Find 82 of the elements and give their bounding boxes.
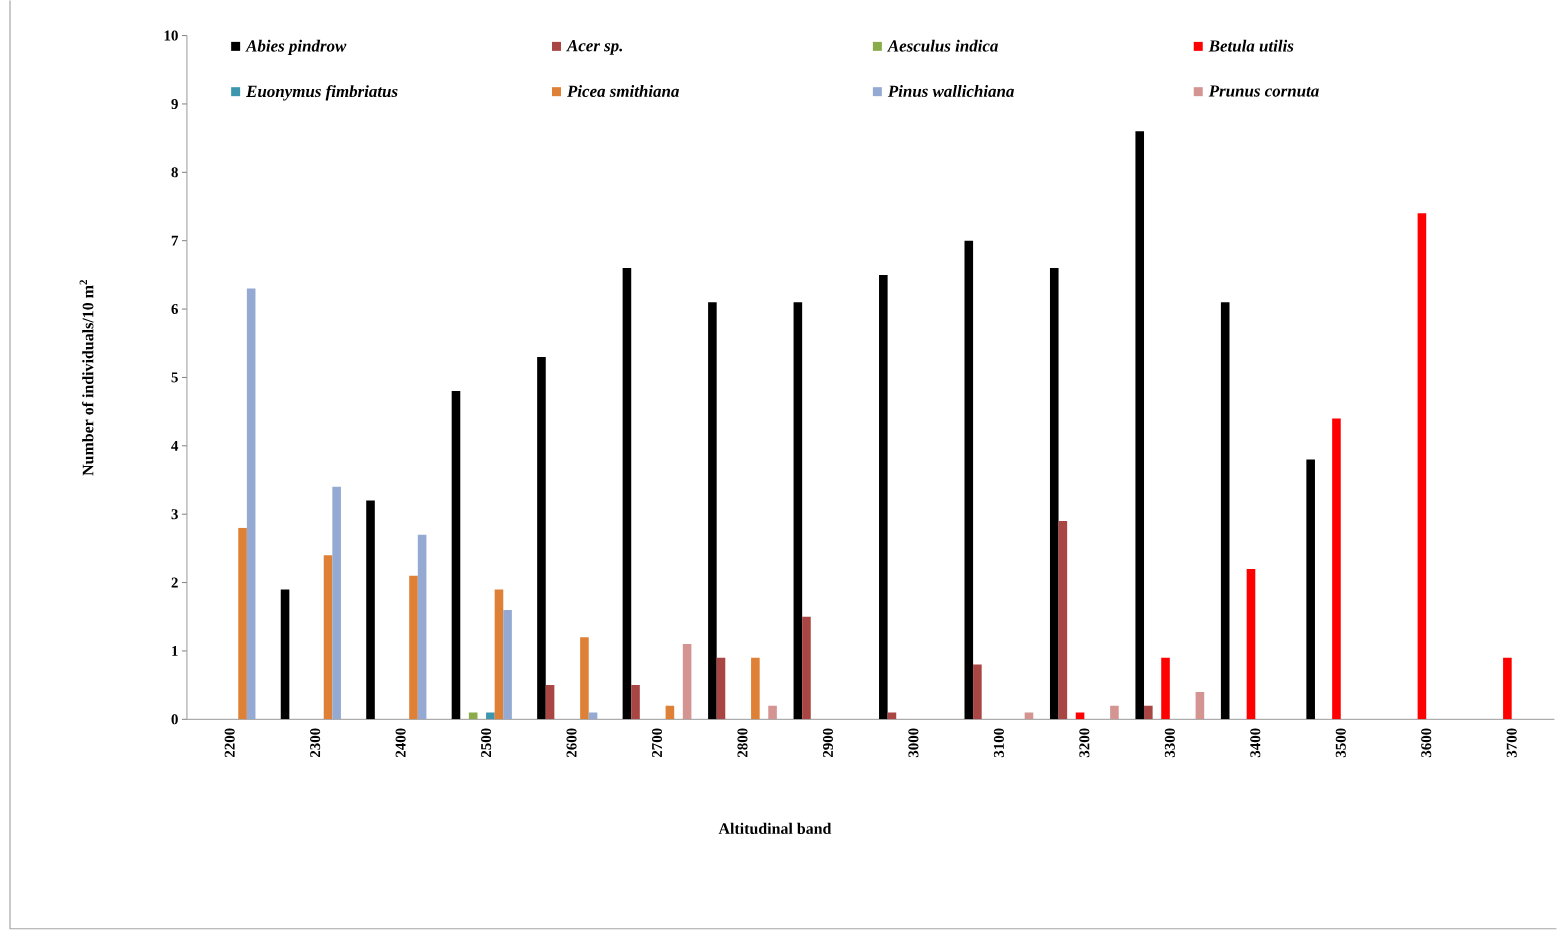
x-tick-label: 2300 — [310, 728, 321, 757]
bar — [793, 302, 803, 720]
bar — [879, 274, 888, 720]
bar — [716, 657, 726, 720]
bar — [588, 712, 598, 720]
bar — [1161, 657, 1170, 720]
legend-label: Pinus wallichiana — [887, 84, 1014, 97]
y-tick-label: 2 — [171, 577, 178, 588]
legend-label: Betula utilis — [1208, 39, 1294, 52]
x-tick-label: 3000 — [908, 728, 919, 758]
bar — [1058, 520, 1068, 720]
bar — [366, 500, 375, 720]
legend-label: Abies pindrow — [245, 39, 347, 55]
bar — [451, 391, 461, 720]
bar — [631, 685, 640, 720]
bar — [768, 705, 777, 720]
x-tick-label: 2800 — [737, 728, 748, 757]
bar — [1246, 568, 1256, 720]
y-tick-label: 3 — [171, 509, 178, 520]
bar — [503, 609, 512, 720]
bar — [1075, 712, 1085, 720]
bar — [580, 637, 589, 720]
y-tick-label: 1 — [172, 645, 178, 656]
y-tick-label: 9 — [171, 98, 178, 109]
bar — [494, 589, 504, 720]
y-tick-label: 7 — [171, 235, 179, 246]
bar — [1306, 459, 1315, 720]
y-tick-label: 0 — [171, 714, 178, 725]
legend-label: Picea smithiana — [566, 84, 679, 97]
bar — [1195, 691, 1205, 720]
x-tick-label: 3400 — [1250, 728, 1261, 758]
x-tick-label: 3300 — [1164, 728, 1175, 758]
x-tick-label: 3600 — [1421, 728, 1432, 758]
bar — [1332, 418, 1341, 720]
legend-label: Prunus cornuta — [1208, 85, 1319, 97]
bar — [409, 575, 418, 720]
x-tick-label: 2700 — [651, 728, 663, 757]
y-axis-title: Number of individuals/10 m$^{2}$ — [79, 279, 94, 476]
x-tick-label: 2400 — [395, 728, 406, 757]
bar — [708, 302, 717, 720]
bar — [1024, 712, 1034, 720]
bar — [887, 712, 897, 720]
bar — [1417, 213, 1427, 720]
bar — [964, 240, 974, 720]
x-tick-label: 3500 — [1335, 728, 1346, 758]
legend-label: Aesculus indica — [886, 39, 998, 52]
legend-label: Acer sp. — [566, 39, 623, 55]
bar — [537, 356, 546, 720]
y-tick-label: 5 — [171, 372, 178, 383]
x-tick-label: 2500 — [481, 728, 492, 757]
y-tick-label: 4 — [171, 440, 179, 451]
bar — [1144, 705, 1153, 720]
x-tick-label: 3200 — [1079, 728, 1090, 758]
y-tick-label: 8 — [171, 167, 178, 178]
bar — [545, 685, 555, 720]
bar — [417, 534, 427, 720]
bar — [973, 664, 982, 720]
bar — [332, 486, 341, 720]
legend-label: Euonymus fimbriatus — [246, 84, 398, 101]
bar — [1503, 657, 1512, 720]
y-tick-label: 6 — [171, 303, 178, 314]
y-tick-label: 10 — [164, 30, 178, 41]
bar — [751, 657, 760, 720]
bar — [1220, 302, 1230, 720]
x-tick-label: 2900 — [822, 728, 833, 757]
bar — [622, 267, 632, 720]
x-axis-title: Altitudinal band — [718, 822, 832, 834]
bar — [280, 589, 290, 720]
x-tick-label: 2200 — [224, 728, 235, 757]
bar — [802, 616, 811, 720]
x-tick-label: 3100 — [993, 728, 1004, 758]
bar — [486, 712, 495, 720]
bar — [1049, 267, 1059, 720]
bar — [1110, 705, 1119, 720]
x-tick-label: 2600 — [566, 728, 577, 757]
bar — [246, 288, 256, 720]
bar — [468, 712, 478, 720]
bar — [323, 555, 333, 720]
bar — [238, 527, 247, 720]
bar — [682, 643, 692, 720]
x-tick-label: 3700 — [1506, 728, 1517, 758]
bar — [1135, 131, 1145, 720]
